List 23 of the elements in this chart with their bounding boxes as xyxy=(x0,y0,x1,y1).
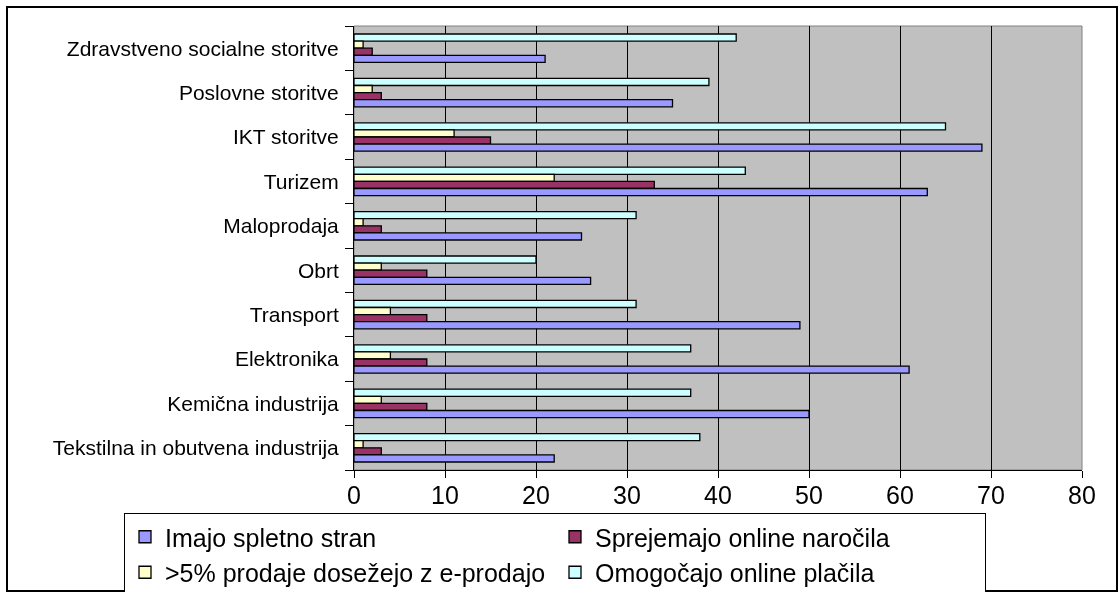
x-tick-label: 80 xyxy=(1068,481,1096,509)
x-tick-label: 40 xyxy=(704,481,732,509)
x-tick-label: 70 xyxy=(977,481,1005,509)
x-tick-label: 50 xyxy=(795,481,823,509)
y-tick-label: Elektronika xyxy=(234,347,340,371)
y-tick-label: Turizem xyxy=(263,169,339,193)
y-tick-label: Zdravstveno socialne storitve xyxy=(66,36,339,60)
y-tick-label: Maloprodaja xyxy=(223,214,340,238)
legend-label: >5% prodaje dosežejo z e-prodajo xyxy=(165,559,546,587)
legend-label: Sprejemajo online naročila xyxy=(595,523,890,552)
legend-label: Imajo spletno stran xyxy=(165,523,377,552)
x-tick-label: 0 xyxy=(347,481,361,509)
y-tick-label: IKT storitve xyxy=(232,125,339,149)
y-tick-label: Transport xyxy=(249,302,339,326)
y-tick-label: Poslovne storitve xyxy=(178,80,339,104)
legend-label: Omogočajo online plačila xyxy=(595,559,875,587)
x-tick-label: 20 xyxy=(522,481,550,509)
x-tick-label: 60 xyxy=(886,481,914,509)
y-tick-label: Kemična industrija xyxy=(167,391,340,415)
x-tick-label: 10 xyxy=(431,481,459,509)
y-tick-label: Tekstilna in obutvena industrija xyxy=(52,436,340,460)
y-tick-label: Obrt xyxy=(297,258,339,282)
x-tick-label: 30 xyxy=(613,481,641,509)
